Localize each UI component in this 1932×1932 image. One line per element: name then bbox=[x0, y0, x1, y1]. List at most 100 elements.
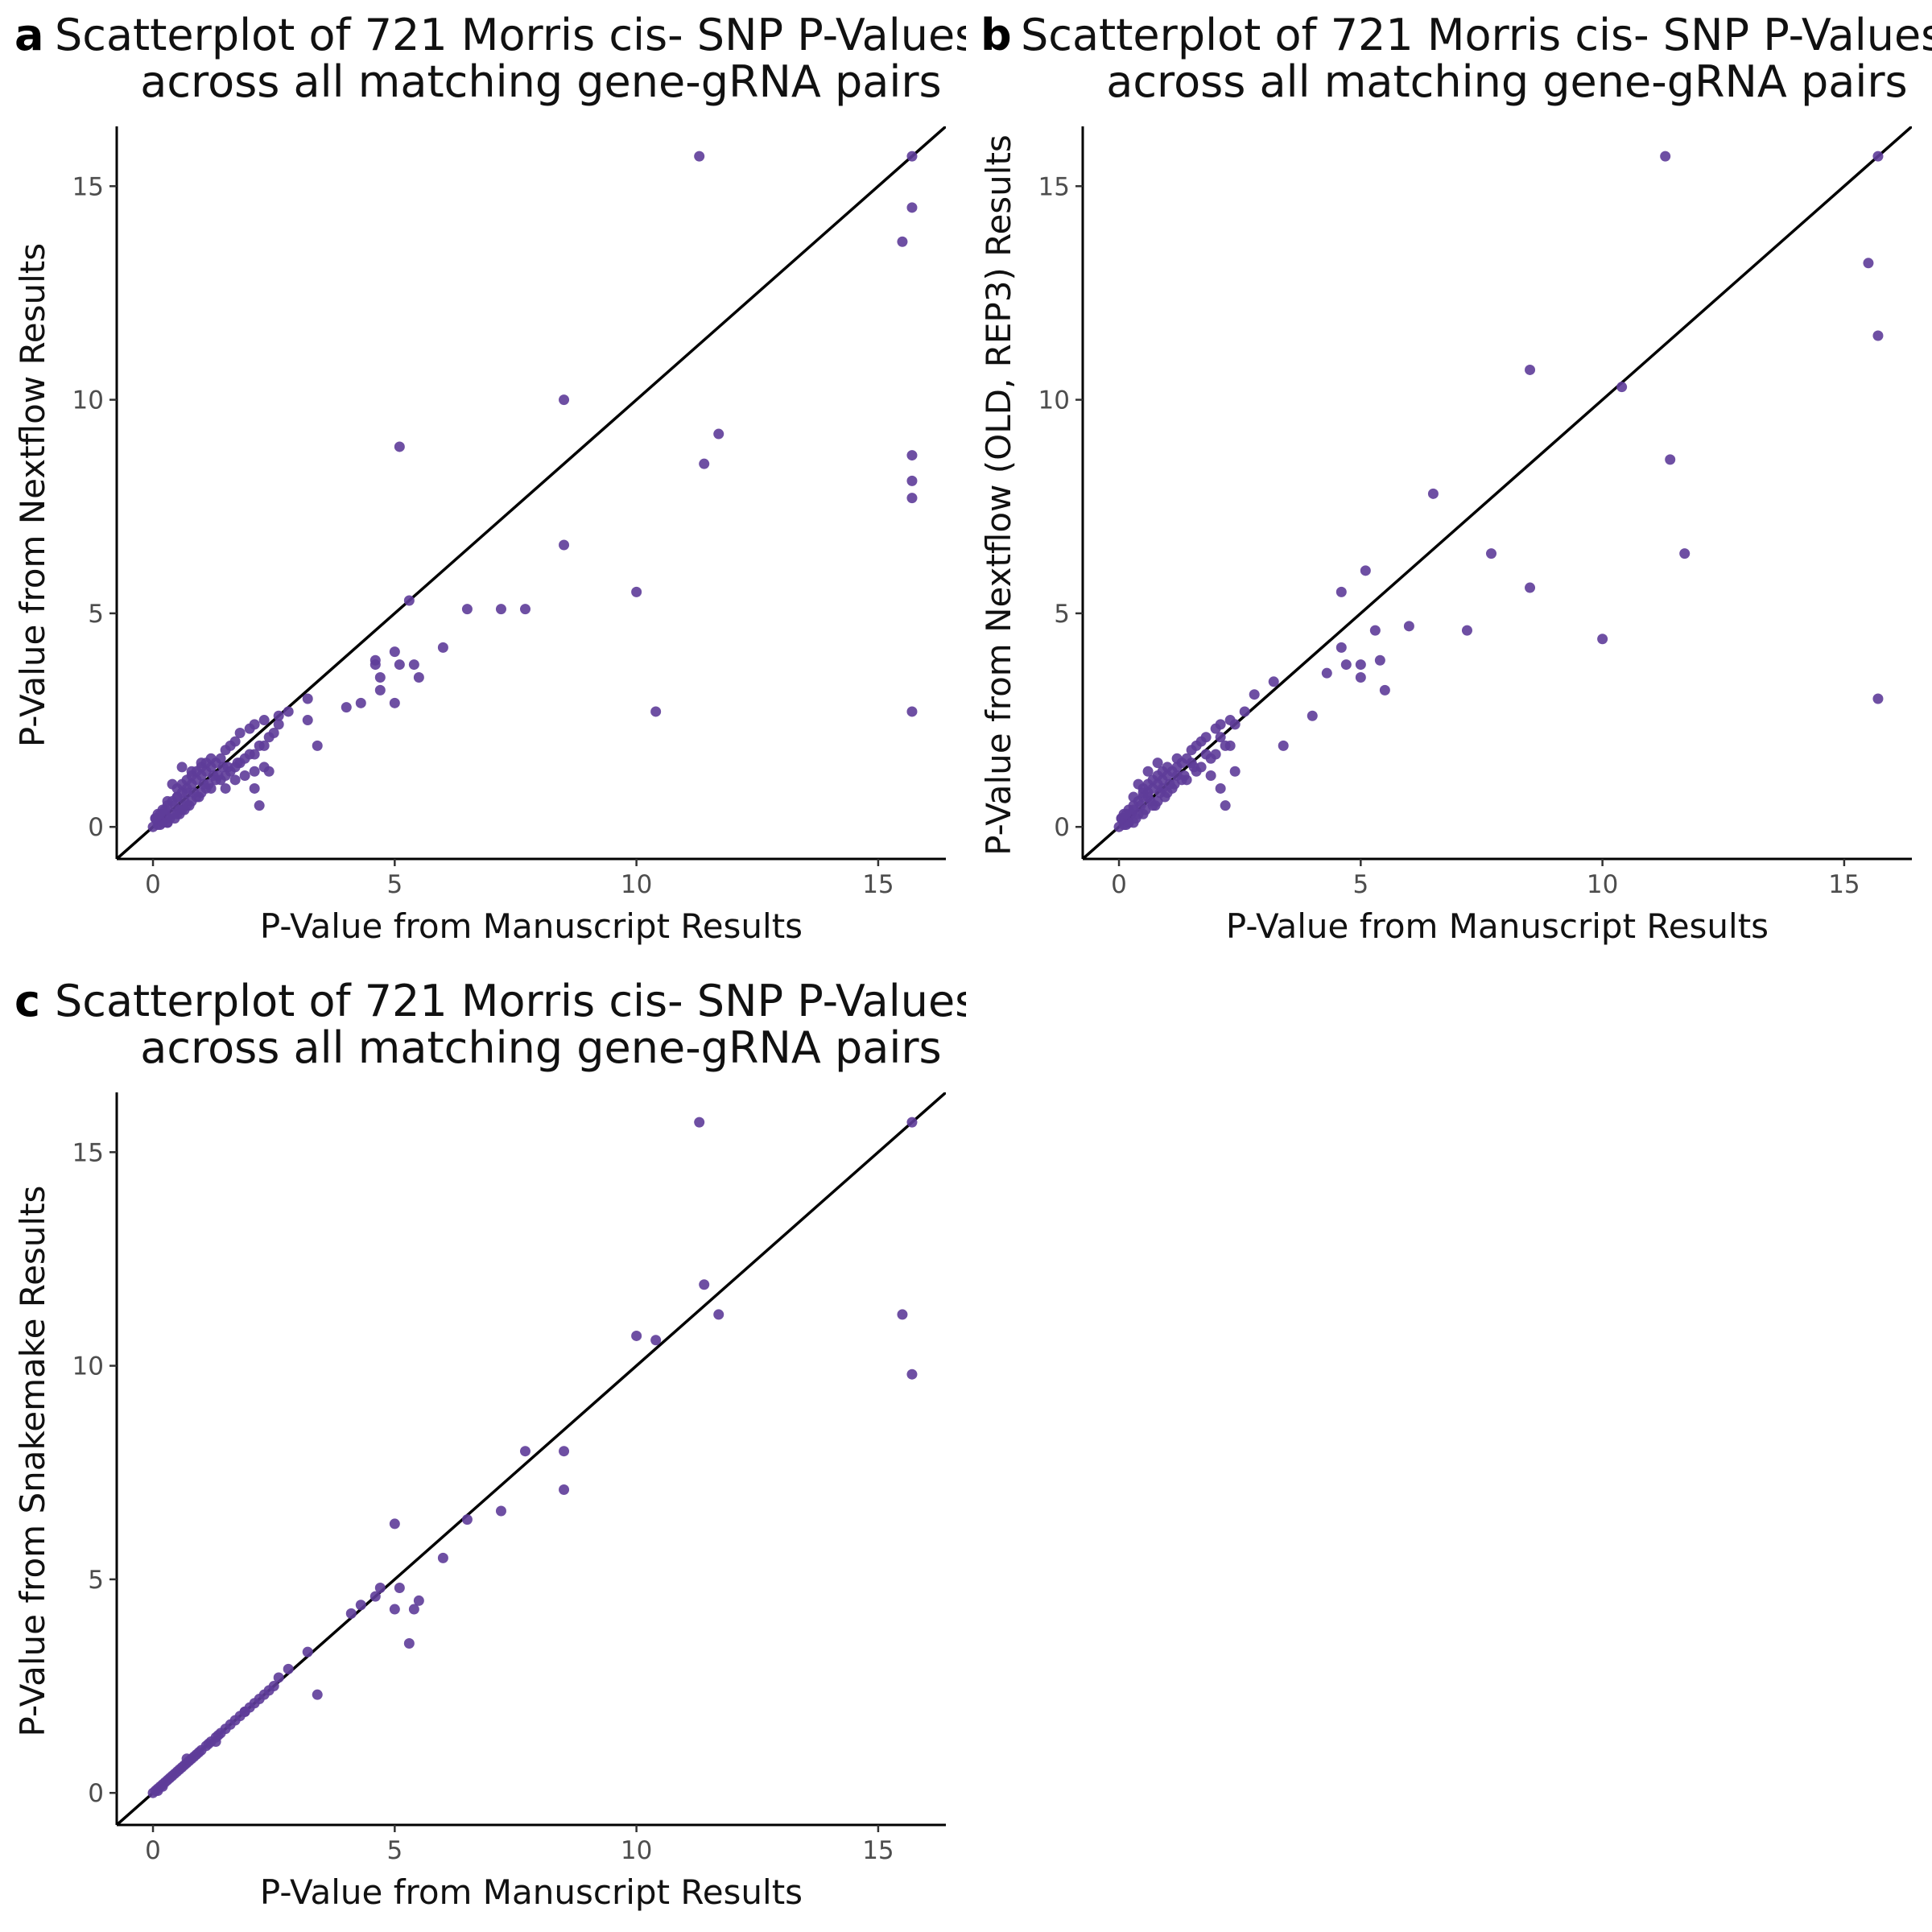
data-point bbox=[1224, 740, 1236, 751]
data-point bbox=[631, 586, 642, 597]
data-point bbox=[220, 745, 231, 756]
data-point bbox=[1249, 689, 1260, 700]
data-point bbox=[345, 1608, 357, 1619]
data-point bbox=[1239, 706, 1250, 717]
data-point bbox=[1872, 151, 1884, 162]
data-point bbox=[1128, 791, 1139, 803]
data-point bbox=[1355, 671, 1366, 683]
data-point bbox=[1171, 753, 1183, 764]
data-point bbox=[268, 1681, 279, 1692]
y-tick-label: 10 bbox=[72, 386, 104, 415]
data-point bbox=[559, 539, 570, 551]
y-tick-label: 0 bbox=[1054, 813, 1070, 842]
data-point bbox=[1268, 676, 1279, 687]
data-point bbox=[559, 394, 570, 406]
data-point bbox=[374, 1583, 386, 1594]
data-point bbox=[519, 1446, 530, 1457]
chart-title-line2: across all matching gene-gRNA pairs bbox=[1106, 56, 1907, 107]
data-point bbox=[169, 1768, 180, 1779]
data-point bbox=[650, 706, 662, 717]
data-point bbox=[1215, 782, 1226, 794]
x-axis-title: P-Value from Manuscript Results bbox=[260, 1872, 803, 1912]
data-point bbox=[1374, 654, 1385, 666]
data-point bbox=[1427, 488, 1439, 499]
data-point bbox=[650, 1335, 662, 1346]
data-point bbox=[220, 1724, 231, 1735]
x-tick-label: 0 bbox=[145, 870, 161, 899]
data-point bbox=[1665, 454, 1676, 465]
data-point bbox=[176, 762, 188, 773]
data-point bbox=[273, 710, 284, 721]
data-point bbox=[413, 671, 424, 683]
data-point bbox=[1340, 659, 1352, 671]
data-point bbox=[1485, 548, 1496, 559]
data-point bbox=[1278, 740, 1289, 751]
y-tick-label: 15 bbox=[72, 172, 104, 201]
data-point bbox=[196, 758, 207, 769]
data-point bbox=[1355, 659, 1366, 671]
data-point bbox=[559, 1484, 570, 1495]
y-tick-label: 10 bbox=[1038, 386, 1070, 415]
data-point bbox=[258, 740, 270, 751]
data-point bbox=[1597, 634, 1608, 645]
data-point bbox=[302, 693, 313, 704]
data-point bbox=[1229, 766, 1241, 777]
data-point bbox=[188, 787, 200, 799]
data-point bbox=[302, 715, 313, 726]
x-tick-label: 0 bbox=[1111, 870, 1127, 899]
y-tick-label: 5 bbox=[88, 1566, 104, 1595]
data-point bbox=[159, 804, 171, 815]
data-point bbox=[897, 236, 908, 247]
data-point bbox=[631, 1330, 642, 1341]
data-point bbox=[394, 441, 405, 452]
data-point bbox=[186, 766, 197, 777]
scatter-svg-c: c Scatterplot of 721 Morris cis- SNP P-Va… bbox=[13, 976, 966, 1912]
data-point bbox=[1461, 625, 1472, 636]
data-point bbox=[232, 758, 243, 769]
data-point bbox=[1152, 758, 1163, 769]
data-point bbox=[181, 787, 192, 799]
data-point bbox=[249, 1698, 260, 1709]
data-point bbox=[205, 753, 217, 764]
data-point bbox=[1188, 762, 1199, 773]
data-point bbox=[713, 1309, 724, 1320]
data-point bbox=[312, 1689, 323, 1700]
data-point bbox=[437, 1552, 448, 1563]
data-point bbox=[389, 1518, 400, 1530]
x-tick-label: 0 bbox=[145, 1836, 161, 1865]
data-point bbox=[171, 791, 183, 803]
panel-label: c bbox=[14, 976, 40, 1026]
data-point bbox=[369, 1591, 381, 1602]
data-point bbox=[1142, 766, 1154, 777]
data-point bbox=[1863, 258, 1874, 269]
data-point bbox=[1121, 808, 1132, 819]
x-tick-label: 15 bbox=[862, 1836, 894, 1865]
data-point bbox=[408, 659, 419, 671]
chart-title-line2: across all matching gene-gRNA pairs bbox=[140, 56, 941, 107]
y-tick-label: 5 bbox=[1054, 600, 1070, 629]
y-axis-title: P-Value from Nextflow Results bbox=[13, 243, 52, 747]
data-point bbox=[249, 782, 260, 794]
data-point bbox=[273, 1672, 284, 1683]
x-tick-label: 5 bbox=[386, 1836, 402, 1865]
data-point bbox=[263, 766, 275, 777]
data-point bbox=[1154, 787, 1166, 799]
y-tick-label: 0 bbox=[88, 813, 104, 842]
data-point bbox=[254, 800, 265, 811]
data-point bbox=[1679, 548, 1690, 559]
data-point bbox=[1360, 565, 1371, 576]
y-tick-label: 10 bbox=[72, 1352, 104, 1381]
data-point bbox=[906, 493, 918, 504]
data-point bbox=[208, 770, 219, 782]
scatter-svg-b: b Scatterplot of 721 Morris cis- SNP P-Va… bbox=[979, 10, 1932, 946]
data-point bbox=[179, 804, 190, 815]
data-point bbox=[1403, 621, 1414, 632]
data-point bbox=[403, 595, 415, 606]
data-point bbox=[1220, 800, 1231, 811]
data-point bbox=[244, 749, 255, 760]
data-point bbox=[519, 604, 530, 615]
data-point bbox=[268, 727, 279, 738]
y-axis-title: P-Value from Snakemake Results bbox=[13, 1186, 52, 1737]
data-point bbox=[1335, 642, 1347, 653]
data-point bbox=[906, 706, 918, 717]
